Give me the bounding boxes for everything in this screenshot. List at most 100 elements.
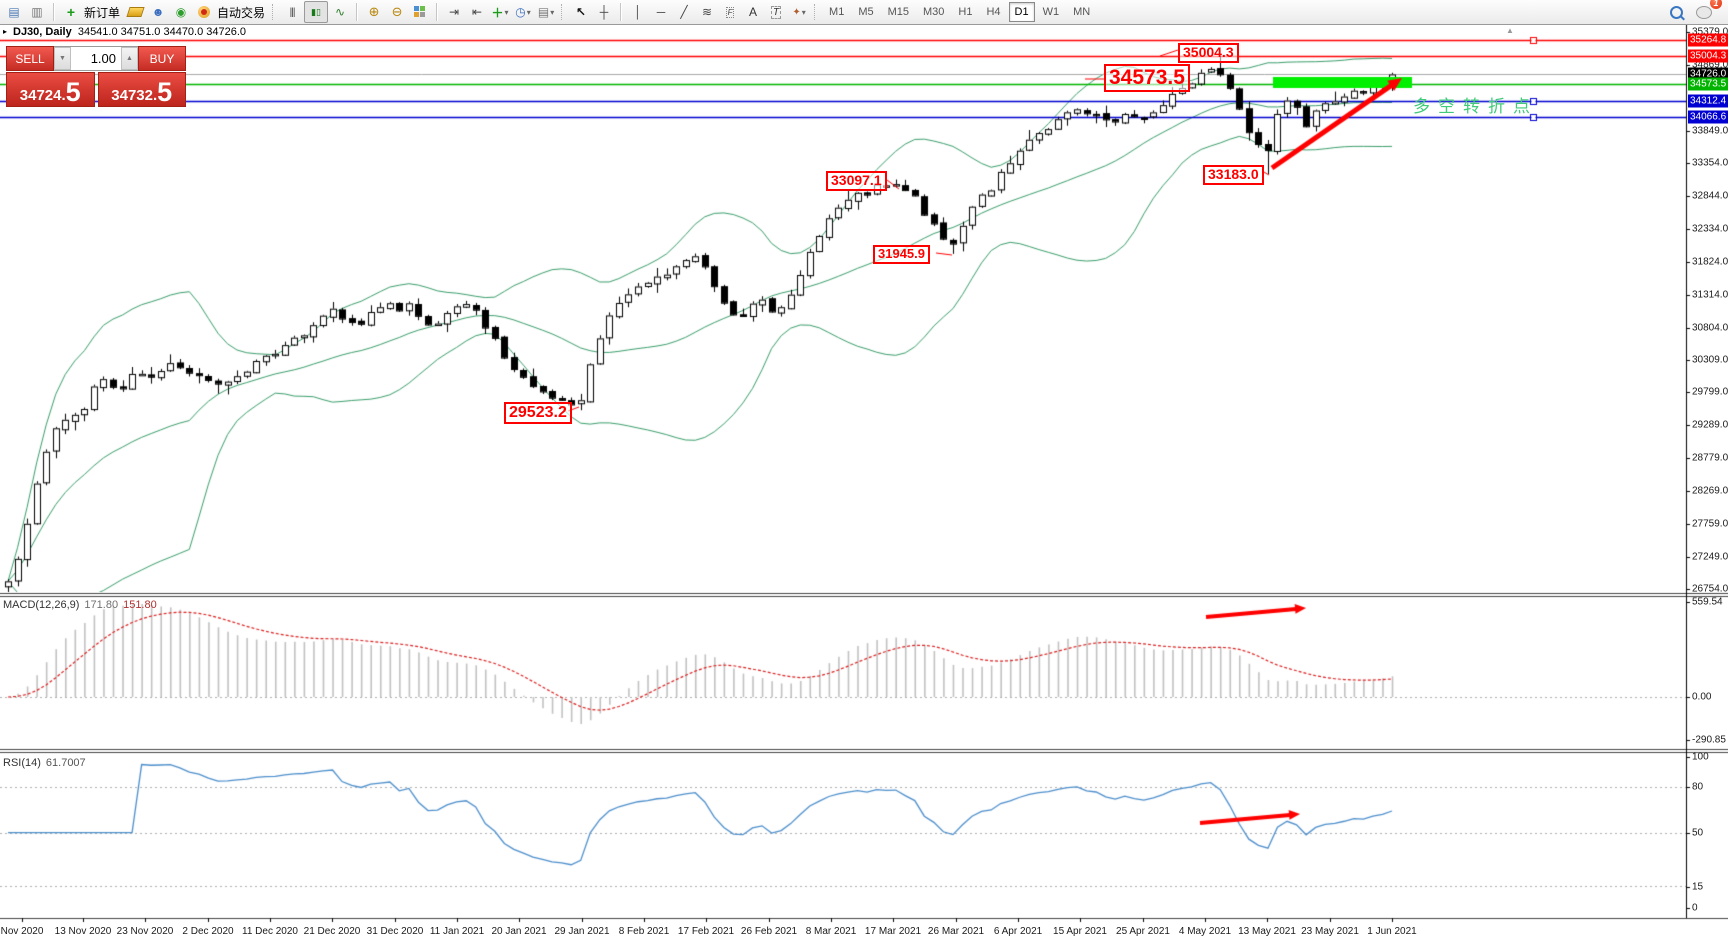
notification-badge: 1 <box>1710 0 1722 9</box>
toolbar-right-group: 1 <box>1665 0 1725 22</box>
indicators-icon[interactable]: ＋ ▾ <box>491 5 509 20</box>
auto-scroll-icon[interactable]: ⇥ <box>449 5 460 19</box>
volume-input[interactable]: 1.00 <box>90 51 116 66</box>
label-icon[interactable]: T <box>770 5 782 19</box>
price-axis-tick: 28779.0 <box>1692 452 1728 464</box>
chart-shift-icon[interactable]: ⇤ <box>472 5 483 19</box>
fibonacci-icon[interactable]: F <box>725 6 735 18</box>
zoom-out-icon[interactable]: ⊖ <box>391 4 403 19</box>
rsi-axis-tick: 100 <box>1692 751 1709 763</box>
symbol-period-label: DJ30, Daily <box>13 26 72 38</box>
price-axis-tick: 33354.0 <box>1692 157 1728 169</box>
toolbar-separator <box>356 3 359 21</box>
line-chart-icon[interactable]: ∿ <box>335 5 346 19</box>
price-annotation-box[interactable]: 29523.2 <box>504 402 572 424</box>
volume-down-button[interactable]: ▼ <box>54 47 71 70</box>
price-axis-tick: 35379.0 <box>1692 27 1728 38</box>
candlestick-chart-icon[interactable]: ▮▯ <box>304 1 329 23</box>
buy-button[interactable]: BUY <box>138 46 186 71</box>
crosshair-icon[interactable]: ┼ <box>599 5 609 19</box>
autotrade-label[interactable]: 自动交易 <box>217 5 266 20</box>
gold-bar-icon[interactable] <box>124 2 146 22</box>
timeframe-m30[interactable]: M30 <box>923 6 945 18</box>
community-icon[interactable]: ☻ <box>151 5 165 19</box>
tile-windows-icon[interactable] <box>409 2 431 22</box>
price-axis-tick: 31824.0 <box>1692 256 1728 268</box>
bar-chart-icon[interactable]: ||| <box>289 6 296 18</box>
price-annotation-box[interactable]: 31945.9 <box>873 245 930 264</box>
horizontal-line-icon[interactable]: ─ <box>656 5 666 19</box>
sell-button[interactable]: SELL <box>6 46 54 71</box>
notifications-icon[interactable]: 1 <box>1693 0 1722 22</box>
price-axis-tick: 32844.0 <box>1692 190 1728 202</box>
price-annotation-box[interactable]: 35004.3 <box>1178 43 1239 63</box>
sell-price-dot: . <box>61 86 66 104</box>
chart-window-icon[interactable]: ▤ <box>8 5 20 19</box>
price-axis-tick: 34869.0 <box>1692 59 1728 71</box>
trendline-icon[interactable]: ╱ <box>680 5 688 19</box>
date-axis-label: 13 May 2021 <box>1238 926 1296 937</box>
equidistant-channel-icon[interactable]: ≋ <box>702 5 713 19</box>
signals-icon[interactable]: ◉ <box>175 5 187 19</box>
price-annotation-box[interactable]: 34573.5 <box>1104 64 1190 92</box>
new-order-icon[interactable]: + <box>66 4 76 20</box>
timeframe-h1[interactable]: H1 <box>958 6 973 18</box>
date-axis-label: 17 Mar 2021 <box>864 926 922 937</box>
timeframe-h4[interactable]: H4 <box>986 6 1001 18</box>
price-axis-tick: 30309.0 <box>1692 354 1728 366</box>
toolbar-grip <box>561 4 566 20</box>
price-annotation-box[interactable]: 33097.1 <box>826 171 887 191</box>
buy-price-main: 34732 <box>111 86 153 104</box>
date-axis-label: 8 Feb 2021 <box>618 926 670 937</box>
date-axis-label: 1 Jun 2021 <box>1367 926 1417 937</box>
macd-value-main: 171.80 <box>84 599 119 611</box>
volume-up-button[interactable]: ▲ <box>121 47 138 70</box>
shapes-icon[interactable]: ✦ ▾ <box>792 6 806 18</box>
periods-clock-icon[interactable]: ◷ ▾ <box>515 5 531 19</box>
timeframe-m15[interactable]: M15 <box>887 6 909 18</box>
price-line-tag: 35264.8 <box>1688 33 1728 47</box>
price-axis-tick: 33849.0 <box>1692 125 1728 137</box>
new-order-label[interactable]: 新订单 <box>84 5 121 20</box>
price-axis-tick: 31314.0 <box>1692 289 1728 301</box>
chart-title-marker: ▸ <box>3 27 8 36</box>
date-axis-label: Nov 2020 <box>0 926 44 937</box>
bull-bear-turning-point-note[interactable]: 多空转折点 <box>1413 97 1538 116</box>
timeframe-w1[interactable]: W1 <box>1042 6 1060 18</box>
price-axis-tick: 32334.0 <box>1692 223 1728 235</box>
search-icon[interactable] <box>1665 2 1687 22</box>
toolbar-separator <box>436 3 439 21</box>
vertical-line-icon[interactable]: │ <box>634 5 642 19</box>
timeframe-m1[interactable]: M1 <box>829 6 845 18</box>
date-axis-label: 17 Feb 2021 <box>677 926 735 937</box>
timeframe-d1[interactable]: D1 <box>1008 2 1035 22</box>
autotrade-icon[interactable] <box>193 2 215 22</box>
date-axis-label: 23 Nov 2020 <box>116 926 174 937</box>
rsi-axis-tick: 80 <box>1692 781 1704 793</box>
cursor-icon[interactable]: ↖ <box>576 5 587 19</box>
buy-price-display[interactable]: 34732. 5 <box>97 72 186 107</box>
toolbar-grip <box>272 4 277 20</box>
chart-title: DJ30, Daily 34541.0 34751.0 34470.0 3472… <box>13 26 246 38</box>
rsi-axis-tick: 0 <box>1692 902 1698 914</box>
date-axis-label: 21 Dec 2020 <box>303 926 361 937</box>
sell-price-pips: 5 <box>65 77 81 108</box>
date-axis-label: 31 Dec 2020 <box>366 926 424 937</box>
profiles-icon[interactable]: ▥ <box>31 5 43 19</box>
macd-axis-tick: -290.85 <box>1692 734 1726 746</box>
zoom-in-icon[interactable]: ⊕ <box>368 4 380 19</box>
date-axis-label: 25 Apr 2021 <box>1116 926 1170 937</box>
chart-scroll-marker: ▲ <box>1506 26 1514 35</box>
timeframe-mn[interactable]: MN <box>1073 6 1091 18</box>
date-axis-label: 11 Dec 2020 <box>242 926 298 937</box>
price-axis-tick: 29289.0 <box>1692 419 1728 431</box>
rsi-label: RSI(14) 61.7007 <box>3 757 86 769</box>
date-axis-label: 15 Apr 2021 <box>1053 926 1107 937</box>
date-axis-label: 20 Jan 2021 <box>491 926 547 937</box>
timeframe-m5[interactable]: M5 <box>858 6 874 18</box>
text-icon[interactable]: A <box>749 5 758 19</box>
templates-icon[interactable]: ▤ ▾ <box>537 5 555 19</box>
sell-price-display[interactable]: 34724. 5 <box>6 72 95 107</box>
price-annotation-box[interactable]: 33183.0 <box>1203 165 1264 185</box>
